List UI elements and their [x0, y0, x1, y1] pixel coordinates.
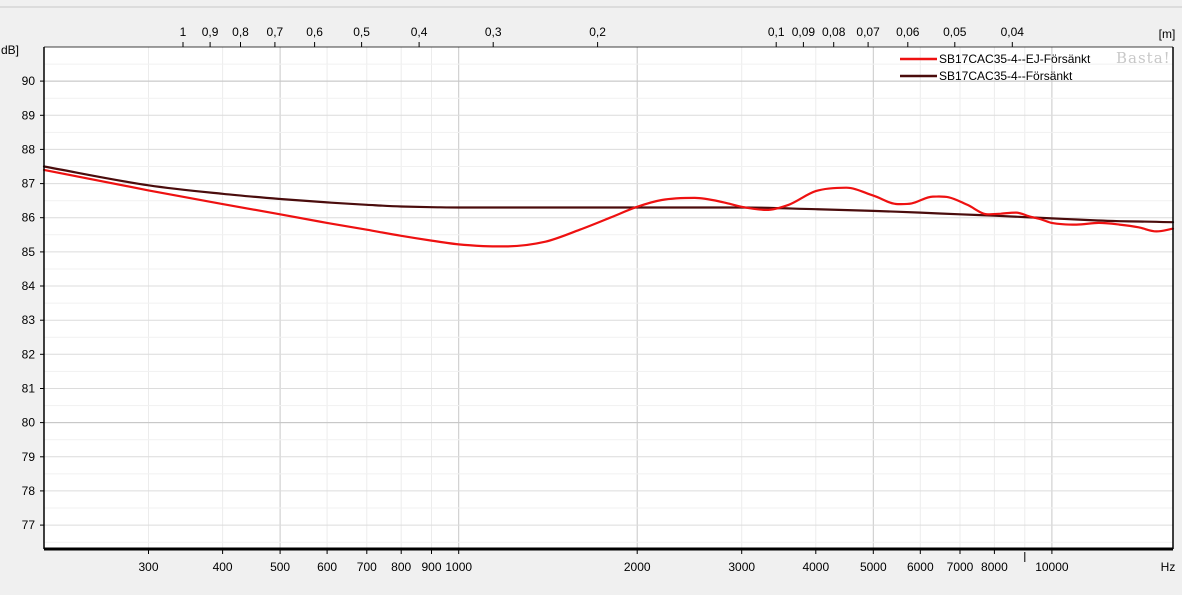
y-tick-label: 79: [22, 450, 36, 464]
top-tick-label: 0,8: [232, 25, 249, 39]
top-tick-label: 0,6: [306, 25, 323, 39]
top-axis-unit-label: [m]: [1159, 27, 1176, 41]
x-tick-label: 8000: [981, 560, 1008, 574]
top-tick-label: 0,1: [768, 25, 785, 39]
top-tick-label: 0,4: [411, 25, 428, 39]
x-tick-label: 900: [421, 560, 441, 574]
top-tick-label: 0,04: [1001, 25, 1025, 39]
top-tick-label: 0,3: [485, 25, 502, 39]
y-tick-label: 77: [22, 518, 36, 532]
y-tick-label: 86: [22, 211, 36, 225]
plot-area: [44, 47, 1173, 549]
top-tick-label: 0,2: [589, 25, 606, 39]
x-tick-label: 400: [213, 560, 233, 574]
top-tick-label: 0,06: [896, 25, 920, 39]
y-tick-label: 82: [22, 347, 36, 361]
grid: [44, 47, 1173, 549]
x-tick-label: 3000: [728, 560, 755, 574]
legend-label-1: SB17CAC35-4--EJ-Försänkt: [939, 52, 1091, 66]
y-tick-label: 85: [22, 245, 36, 259]
top-tick-label: 0,9: [202, 25, 219, 39]
watermark-logo: Basta!: [1116, 49, 1171, 67]
legend: SB17CAC35-4--EJ-Försänkt SB17CAC35-4--För…: [900, 52, 1091, 83]
y-tick-label: 90: [22, 74, 36, 88]
series-line-1: [42, 168, 1175, 248]
y-tick-label: 87: [22, 177, 36, 191]
series-lines: [42, 165, 1175, 248]
x-tick-label: 700: [357, 560, 377, 574]
y-tick-label: 89: [22, 108, 36, 122]
x-tick-label: 300: [138, 560, 158, 574]
top-tick-label: 0,08: [822, 25, 846, 39]
plot-frame: [43, 46, 1174, 551]
x-tick-label: 500: [270, 560, 290, 574]
x-tick-label: 10000: [1035, 560, 1069, 574]
y-tick-label: 84: [22, 279, 36, 293]
x-tick-label: 4000: [802, 560, 829, 574]
x-tick-label: 600: [317, 560, 337, 574]
legend-label-2: SB17CAC35-4--Försänkt: [939, 69, 1073, 83]
y-tick-label: 78: [22, 484, 36, 498]
y-tick-label: 83: [22, 313, 36, 327]
top-tick-label: 0,5: [353, 25, 370, 39]
x-axis-unit-label: Hz: [1161, 560, 1176, 574]
y-axis-unit-label: dB]: [1, 43, 19, 57]
top-tick-label: 0,05: [943, 25, 967, 39]
y-tick-label: 80: [22, 416, 36, 430]
y-tick-label: 88: [22, 142, 36, 156]
top-tick-label: 0,09: [792, 25, 816, 39]
y-tick-label: 81: [22, 382, 36, 396]
x-tick-label: 2000: [624, 560, 651, 574]
x-tick-label: 5000: [860, 560, 887, 574]
x-tick-label: 7000: [947, 560, 974, 574]
top-tick-label: 1: [180, 25, 187, 39]
x-tick-label: 800: [391, 560, 411, 574]
tick-labels: 77 78 79 80 81 82 83 84 85 86 87 88 89 90 dB] 300 400 500…: [1, 25, 1175, 574]
top-tick-label: 0,07: [856, 25, 880, 39]
x-tick-label: 1000: [445, 560, 472, 574]
x-tick-label: 6000: [907, 560, 934, 574]
top-tick-label: 0,7: [267, 25, 284, 39]
